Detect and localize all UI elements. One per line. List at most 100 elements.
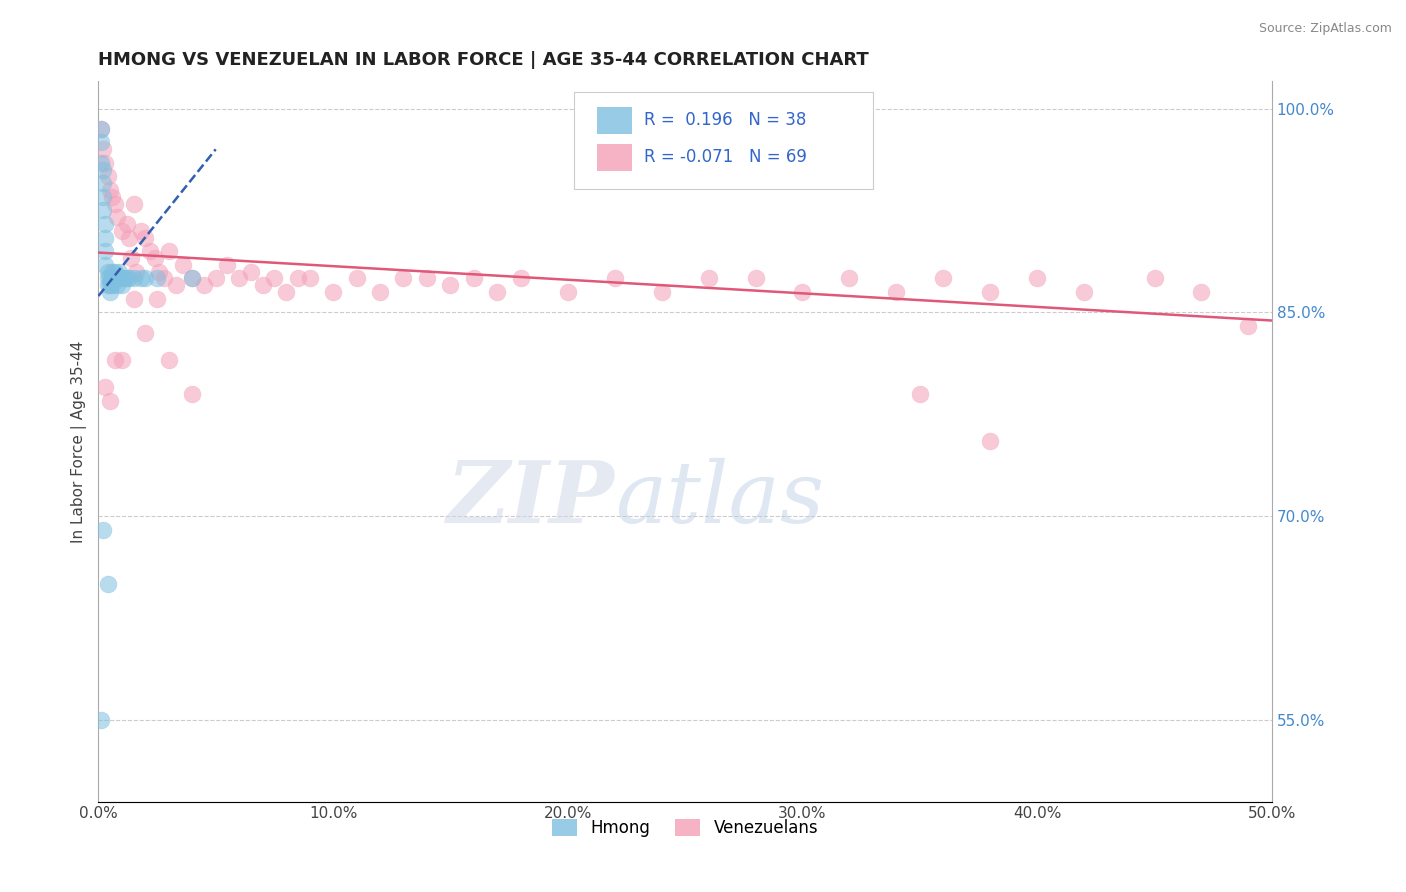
Point bbox=[181, 387, 204, 401]
Point bbox=[94, 380, 117, 394]
Point bbox=[1073, 285, 1095, 299]
Point bbox=[122, 196, 145, 211]
Point bbox=[165, 278, 187, 293]
Point bbox=[105, 278, 128, 293]
FancyBboxPatch shape bbox=[574, 92, 873, 189]
Point bbox=[97, 271, 120, 285]
Point bbox=[118, 230, 141, 244]
Point bbox=[129, 271, 152, 285]
Point bbox=[94, 258, 117, 272]
Point bbox=[111, 224, 134, 238]
Point bbox=[346, 271, 368, 285]
Point bbox=[94, 217, 117, 231]
Point bbox=[1237, 318, 1260, 333]
Point bbox=[979, 285, 1001, 299]
Point bbox=[392, 271, 415, 285]
Point bbox=[439, 278, 461, 293]
FancyBboxPatch shape bbox=[598, 144, 633, 171]
Point bbox=[134, 271, 156, 285]
Point bbox=[274, 285, 297, 299]
Legend: Hmong, Venezuelans: Hmong, Venezuelans bbox=[546, 812, 825, 844]
Point bbox=[172, 258, 194, 272]
Point bbox=[322, 285, 344, 299]
Point bbox=[139, 244, 162, 259]
Point bbox=[886, 285, 908, 299]
Point bbox=[101, 271, 124, 285]
Point bbox=[97, 577, 120, 591]
Point bbox=[105, 211, 128, 225]
Point bbox=[217, 258, 239, 272]
Point bbox=[181, 271, 204, 285]
Point bbox=[91, 190, 114, 204]
Point bbox=[97, 169, 120, 184]
Point bbox=[101, 278, 124, 293]
Point bbox=[744, 271, 766, 285]
Point bbox=[118, 271, 141, 285]
Text: Source: ZipAtlas.com: Source: ZipAtlas.com bbox=[1258, 22, 1392, 36]
Point bbox=[91, 523, 114, 537]
Text: HMONG VS VENEZUELAN IN LABOR FORCE | AGE 35-44 CORRELATION CHART: HMONG VS VENEZUELAN IN LABOR FORCE | AGE… bbox=[98, 51, 869, 69]
Point bbox=[104, 353, 127, 368]
Point bbox=[108, 264, 131, 278]
Point bbox=[157, 244, 180, 259]
Point bbox=[111, 271, 134, 285]
Point bbox=[932, 271, 955, 285]
Point bbox=[228, 271, 250, 285]
Point bbox=[104, 196, 127, 211]
Point bbox=[486, 285, 509, 299]
Point bbox=[91, 162, 114, 177]
Point bbox=[146, 292, 169, 306]
Point bbox=[94, 230, 117, 244]
Point bbox=[157, 353, 180, 368]
Point bbox=[98, 278, 121, 293]
Point bbox=[90, 156, 112, 170]
Point bbox=[90, 713, 112, 727]
Point bbox=[90, 122, 112, 136]
Point bbox=[90, 122, 112, 136]
Point bbox=[143, 251, 166, 265]
Point bbox=[651, 285, 673, 299]
FancyBboxPatch shape bbox=[598, 106, 633, 134]
Point bbox=[181, 271, 204, 285]
Point bbox=[298, 271, 321, 285]
Point bbox=[134, 230, 156, 244]
Point bbox=[416, 271, 439, 285]
Point bbox=[1191, 285, 1213, 299]
Point bbox=[509, 271, 531, 285]
Point bbox=[697, 271, 720, 285]
Point bbox=[98, 271, 121, 285]
Point bbox=[263, 271, 285, 285]
Point bbox=[91, 176, 114, 190]
Point bbox=[148, 264, 170, 278]
Point bbox=[603, 271, 626, 285]
Point bbox=[792, 285, 814, 299]
Point bbox=[111, 353, 134, 368]
Point bbox=[153, 271, 176, 285]
Point bbox=[94, 244, 117, 259]
Point bbox=[134, 326, 156, 340]
Point bbox=[146, 271, 169, 285]
Point bbox=[98, 183, 121, 197]
Point bbox=[115, 217, 138, 231]
Point bbox=[463, 271, 485, 285]
Text: ZIP: ZIP bbox=[447, 458, 614, 541]
Point bbox=[101, 264, 124, 278]
Point bbox=[125, 264, 148, 278]
Point bbox=[252, 278, 274, 293]
Point bbox=[1026, 271, 1049, 285]
Point bbox=[193, 278, 215, 293]
Point bbox=[204, 271, 226, 285]
Point bbox=[112, 271, 135, 285]
Text: R =  0.196   N = 38: R = 0.196 N = 38 bbox=[644, 111, 807, 128]
Point bbox=[557, 285, 579, 299]
Point bbox=[98, 285, 121, 299]
Point bbox=[91, 203, 114, 218]
Point bbox=[97, 278, 120, 293]
Point bbox=[104, 264, 127, 278]
Point bbox=[94, 156, 117, 170]
Point bbox=[120, 251, 142, 265]
Point bbox=[97, 264, 120, 278]
Point bbox=[104, 271, 127, 285]
Y-axis label: In Labor Force | Age 35-44: In Labor Force | Age 35-44 bbox=[72, 340, 87, 542]
Point bbox=[122, 271, 145, 285]
